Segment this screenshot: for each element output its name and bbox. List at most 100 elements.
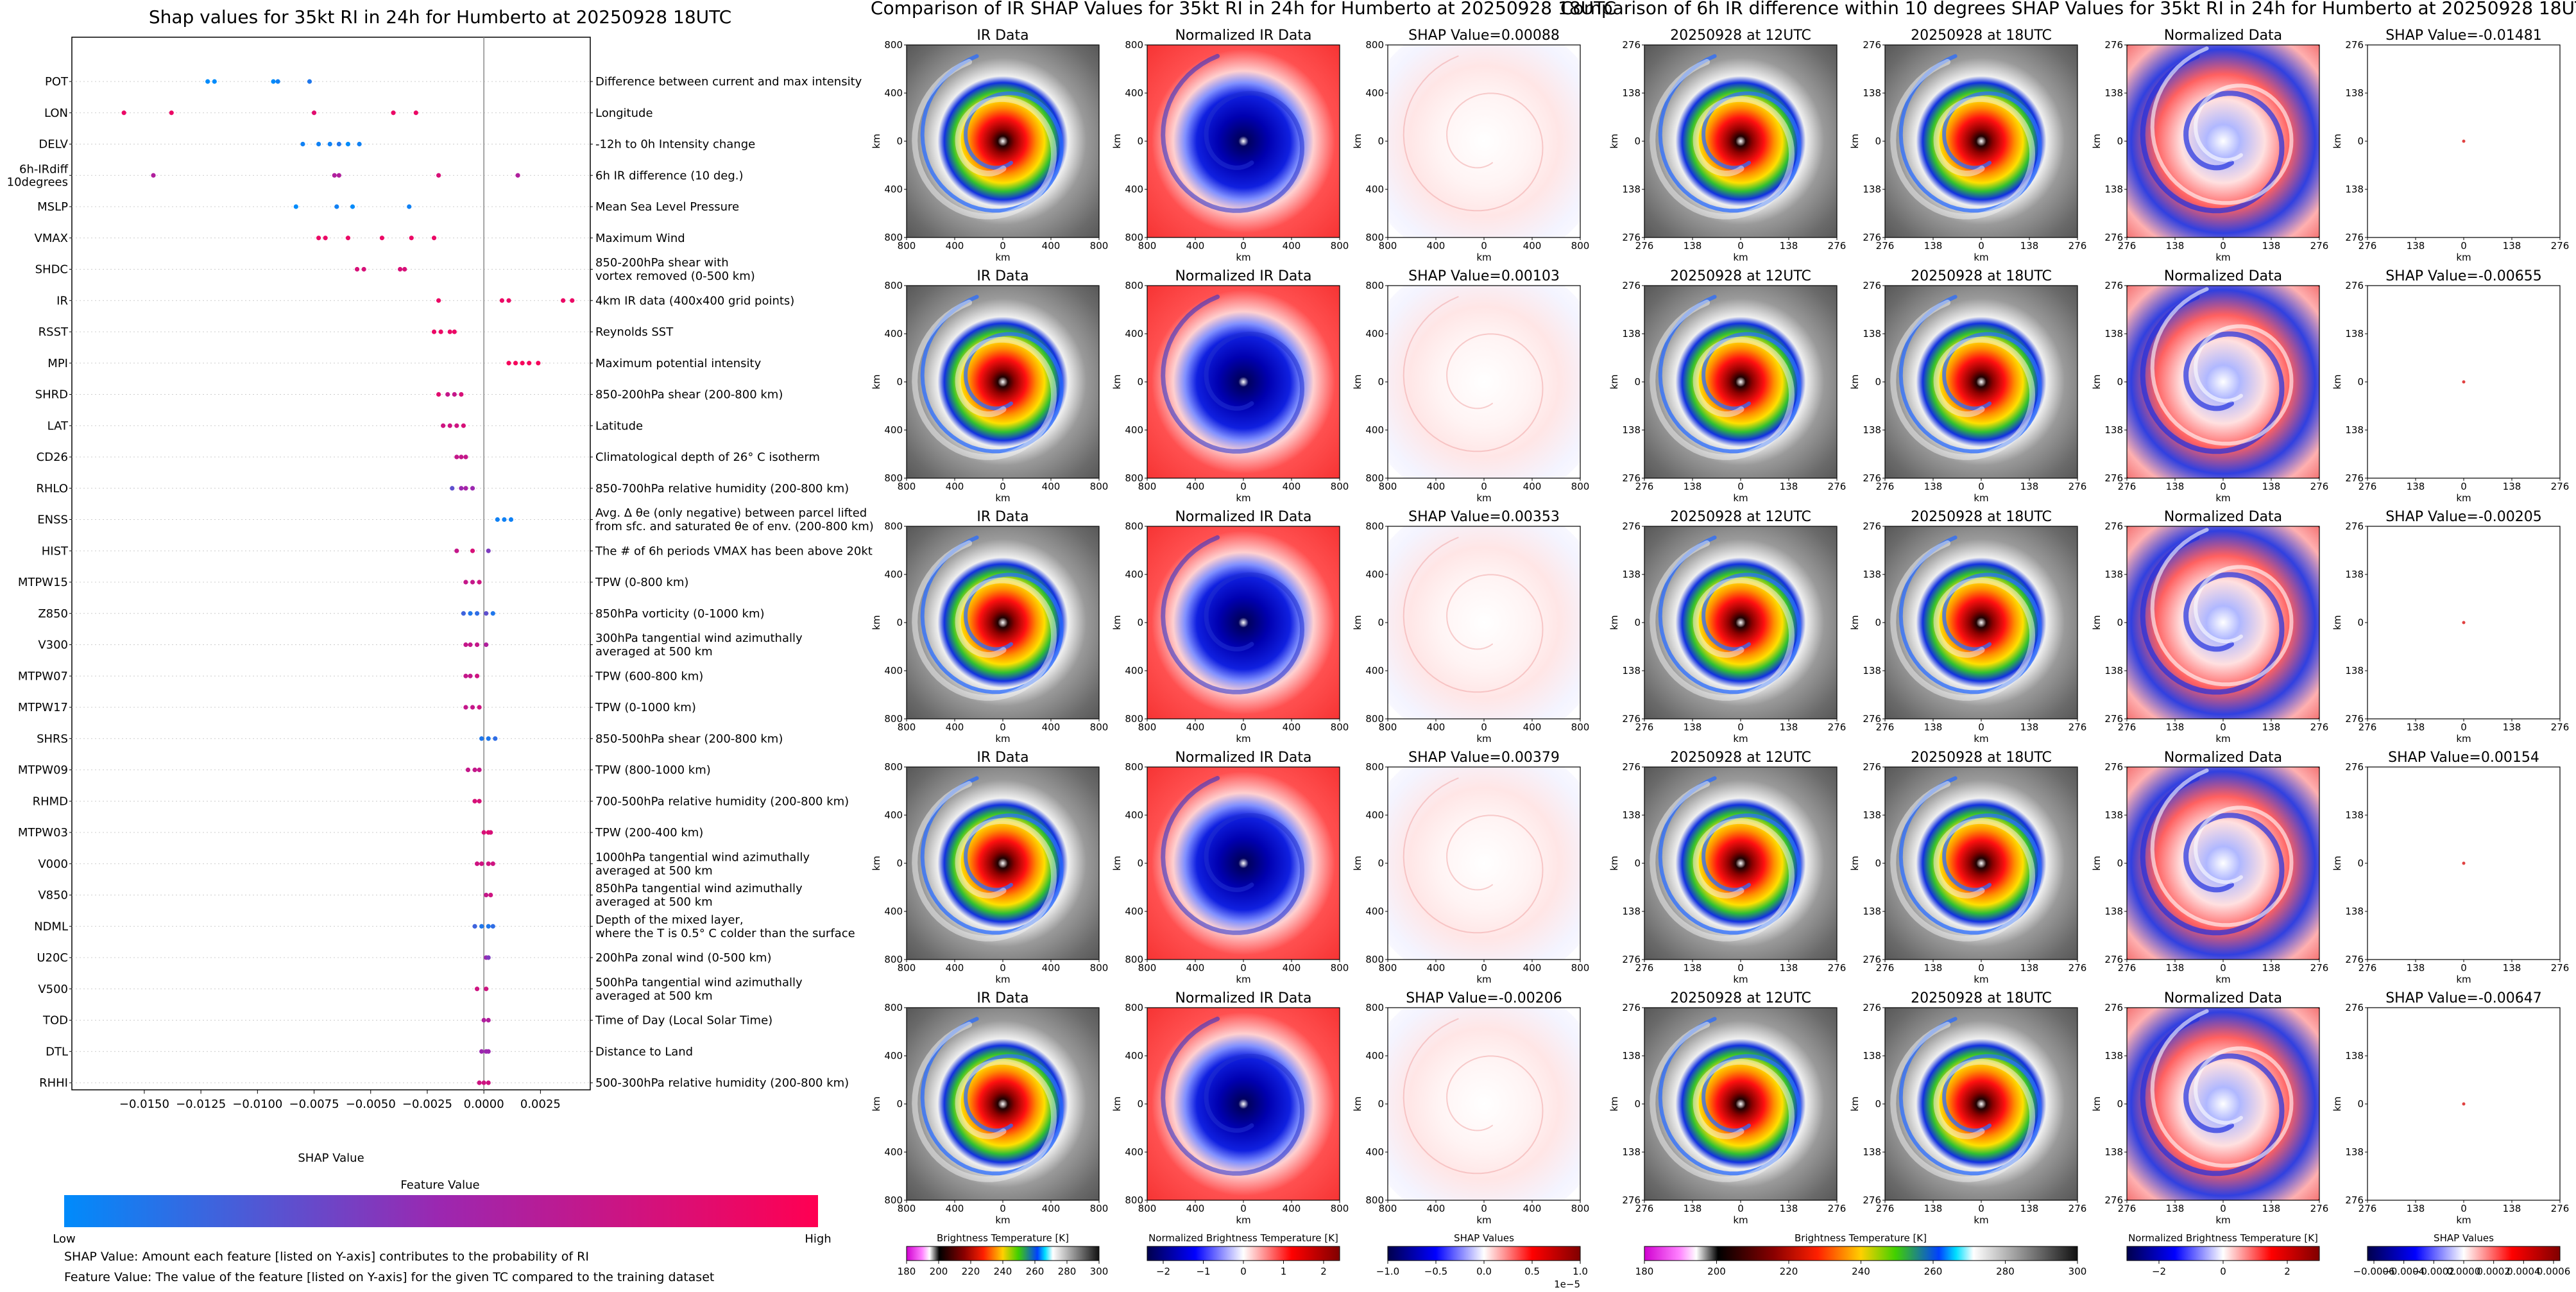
panel-title: Normalized Data (2164, 28, 2282, 44)
x-tick-label: 0 (2220, 1203, 2226, 1214)
x-tick-label: 800 (1331, 962, 1349, 974)
shap-point (398, 266, 403, 272)
satellite-image (907, 45, 1099, 237)
rainband (1161, 775, 1305, 935)
y-tick-label: 138 (1622, 424, 1641, 436)
diff-panel-r1-c1: 20250928 at 12UTC27627613813800138138276… (1608, 28, 1846, 263)
shap-point (452, 329, 457, 334)
x-tick-label: 276 (2551, 1203, 2570, 1214)
y-tick-label: 400 (884, 1050, 903, 1062)
y-axis-label: km (1608, 134, 1620, 148)
x-tick-label: 0 (1240, 721, 1247, 733)
x-tick-label: 138 (1684, 481, 1702, 492)
x-tick-label: 400 (1042, 240, 1061, 252)
diff-panel-r5-c2: 20250928 at 18UTC27627613813800138138276… (1849, 990, 2086, 1226)
rainband (1650, 1021, 1795, 1182)
x-tick-label: 400 (1523, 240, 1542, 252)
x-tick-label: 800 (1571, 240, 1590, 252)
y-tick-label: 138 (2104, 665, 2123, 676)
y-tick-label: 0 (1634, 617, 1641, 628)
y-tick-label: 276 (2345, 232, 2364, 243)
shap-point (151, 173, 156, 178)
x-axis-label: km (1733, 492, 1748, 504)
shap-point (506, 361, 511, 366)
cbar-tick-label: 280 (1996, 1266, 2015, 1277)
feature-description-label: averaged at 500 km (595, 864, 713, 877)
y-tick-label: 276 (1622, 1002, 1641, 1013)
y-tick-label: 276 (1622, 521, 1641, 532)
feature-description-label: Climatological depth of 26° C isotherm (595, 451, 820, 464)
shap-point (345, 141, 351, 147)
rainband (912, 299, 1057, 460)
shap-point (486, 1049, 491, 1054)
y-tick-label: 0 (1875, 376, 1881, 388)
y-tick-label: 400 (1365, 1050, 1384, 1062)
shap-point (327, 141, 332, 147)
diff-cbar1-ticks: 180 200 220 240 260 280 300 (1635, 1261, 2086, 1277)
panel-title: 20250928 at 18UTC (1911, 28, 2052, 44)
y-tick-label: 276 (1863, 761, 1881, 773)
feature-description-label: 200hPa zonal wind (0-500 km) (595, 951, 772, 965)
rainband (920, 1017, 1064, 1176)
y-tick-label: 400 (884, 1146, 903, 1158)
satellite-image (1885, 526, 2077, 719)
y-tick-label: 138 (1863, 1146, 1881, 1158)
shap-point (441, 423, 446, 428)
x-tick-label: 138 (1780, 962, 1798, 974)
ir-panel-r4-c2: Normalized IR Data8008004004000040040080… (1111, 750, 1349, 985)
y-tick-label: 276 (1863, 1194, 1881, 1206)
ir-cbar2-label: Normalized Brightness Temperature [K] (1148, 1232, 1338, 1244)
x-tick-label: 0 (1000, 1203, 1006, 1214)
x-axis-label: km (2215, 974, 2230, 985)
x-axis-label: km (2456, 1214, 2471, 1226)
shap-plot-title: Shap values for 35kt RI in 24h for Humbe… (149, 6, 731, 28)
x-tick-label: 400 (1042, 481, 1061, 492)
shap-point (354, 266, 360, 272)
cbar-tick-label: −0.0006 (2353, 1266, 2394, 1277)
x-tick-label: 138 (1924, 481, 1943, 492)
shap-point (513, 361, 518, 366)
diff-panel-r4-c4: SHAP Value=0.001542762761381380013813827… (2332, 750, 2569, 985)
rainband (1161, 535, 1305, 694)
shap-point (459, 486, 464, 491)
y-tick-label: 400 (1365, 809, 1384, 821)
satellite-image (2367, 286, 2560, 478)
shap-panel-title: SHAP Value=-0.00655 (2385, 268, 2542, 284)
y-tick-label: 276 (1863, 521, 1881, 532)
feature-name-label: LAT (47, 419, 69, 433)
y-axis-label: km (1111, 615, 1123, 630)
x-tick-label: −0.0075 (289, 1098, 339, 1111)
shap-point (474, 642, 480, 648)
x-axis-label: km (1476, 974, 1491, 985)
y-tick-label: 0 (896, 1098, 903, 1110)
x-tick-label: 0 (1000, 962, 1006, 974)
y-tick-label: 276 (2345, 39, 2364, 51)
rainband (1658, 1017, 1802, 1176)
x-axis-label: km (1974, 252, 1988, 263)
y-tick-label: 800 (884, 280, 903, 291)
satellite-image (1147, 1008, 1340, 1200)
panel-title: Normalized Data (2164, 268, 2282, 284)
shap-point (527, 361, 532, 366)
x-tick-label: 276 (1635, 240, 1654, 252)
y-tick-label: 800 (884, 39, 903, 51)
shap-point (474, 861, 480, 866)
shap-point (488, 892, 493, 898)
shap-point (477, 767, 482, 773)
shap-point (490, 861, 495, 866)
y-axis-label: km (1849, 856, 1861, 870)
panel-title: 20250928 at 12UTC (1670, 509, 1811, 525)
x-tick-label: 400 (946, 1203, 964, 1214)
x-tick-label: 400 (1427, 240, 1446, 252)
feature-name-label: V300 (38, 639, 68, 652)
x-tick-label: 138 (2020, 1203, 2039, 1214)
satellite-image (1147, 286, 1340, 478)
y-axis-label: km (2332, 134, 2343, 148)
y-tick-label: 138 (2345, 1050, 2364, 1062)
diff-panel-r3-c2: 20250928 at 18UTC27627613813800138138276… (1849, 509, 2086, 745)
rainband (2150, 528, 2294, 687)
x-axis-label: km (2456, 733, 2471, 745)
shap-point (307, 79, 312, 84)
feature-name-label: MPI (47, 357, 68, 370)
y-tick-label: 0 (1378, 376, 1384, 388)
